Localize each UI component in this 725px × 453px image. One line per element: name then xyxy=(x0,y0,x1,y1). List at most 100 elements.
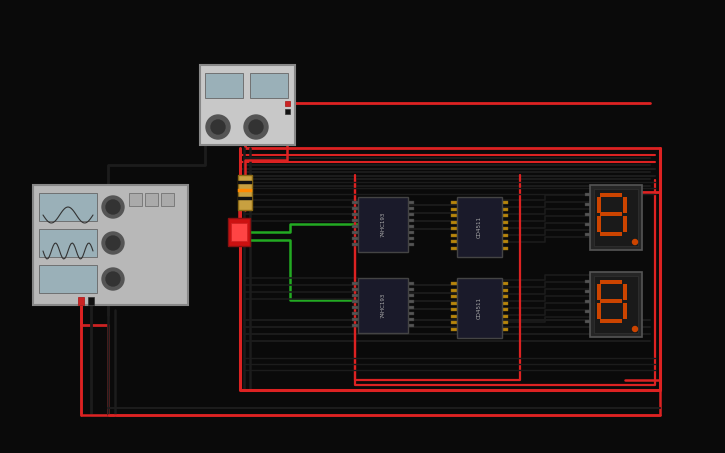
Bar xyxy=(600,319,622,323)
Bar xyxy=(594,189,638,246)
Bar xyxy=(408,318,414,321)
Bar xyxy=(585,233,590,236)
Bar xyxy=(250,73,288,98)
Bar xyxy=(238,175,252,210)
Circle shape xyxy=(249,120,263,134)
Bar xyxy=(352,219,358,222)
Bar xyxy=(502,201,508,204)
Bar xyxy=(408,213,414,216)
Circle shape xyxy=(632,327,637,332)
Bar xyxy=(33,185,188,305)
Bar xyxy=(408,225,414,228)
Bar xyxy=(502,295,508,298)
Bar xyxy=(585,223,590,226)
Bar xyxy=(408,306,414,309)
Bar xyxy=(228,218,250,246)
Bar xyxy=(451,314,457,318)
Bar xyxy=(451,207,457,211)
Bar xyxy=(451,214,457,217)
Bar xyxy=(200,65,295,145)
Bar xyxy=(352,288,358,291)
Bar xyxy=(594,276,638,333)
Bar xyxy=(352,312,358,315)
Bar xyxy=(600,280,622,284)
Bar xyxy=(205,73,243,98)
Circle shape xyxy=(102,232,124,254)
Bar xyxy=(285,109,290,114)
Bar xyxy=(623,216,627,232)
Text: CD4511: CD4511 xyxy=(476,216,481,238)
Bar xyxy=(352,306,358,309)
Bar xyxy=(408,219,414,222)
Bar xyxy=(352,237,358,240)
Bar xyxy=(451,295,457,298)
Bar xyxy=(352,282,358,285)
Bar xyxy=(352,243,358,246)
Bar xyxy=(623,197,627,213)
Bar xyxy=(451,289,457,291)
Circle shape xyxy=(211,120,225,134)
Bar xyxy=(451,302,457,304)
Circle shape xyxy=(102,196,124,218)
Circle shape xyxy=(206,115,230,139)
Bar xyxy=(585,290,590,293)
Bar xyxy=(502,308,508,311)
Bar xyxy=(352,225,358,228)
Bar xyxy=(623,284,627,300)
Bar xyxy=(597,284,601,300)
Bar xyxy=(238,189,252,192)
Bar xyxy=(600,299,622,303)
Bar xyxy=(585,213,590,216)
Bar xyxy=(285,101,290,106)
Bar xyxy=(600,193,622,197)
Bar xyxy=(600,232,622,236)
Bar xyxy=(358,278,408,333)
Bar xyxy=(352,201,358,204)
Bar xyxy=(502,207,508,211)
Bar xyxy=(502,221,508,223)
Bar xyxy=(231,223,247,241)
Bar xyxy=(78,297,84,305)
Bar xyxy=(408,243,414,246)
Circle shape xyxy=(102,268,124,290)
Bar xyxy=(129,193,142,206)
Bar xyxy=(585,310,590,313)
Bar xyxy=(238,181,252,184)
Bar xyxy=(451,282,457,285)
Bar xyxy=(451,221,457,223)
Bar xyxy=(352,213,358,216)
Bar xyxy=(585,320,590,323)
Bar xyxy=(451,201,457,204)
Bar xyxy=(39,193,97,221)
Bar xyxy=(597,303,601,319)
Bar xyxy=(623,303,627,319)
Bar xyxy=(502,328,508,331)
Bar xyxy=(451,246,457,250)
Bar xyxy=(502,314,508,318)
Bar xyxy=(238,197,252,200)
Bar xyxy=(145,193,158,206)
Bar xyxy=(352,300,358,303)
Bar xyxy=(502,227,508,230)
Bar xyxy=(352,294,358,297)
Bar xyxy=(352,207,358,210)
Bar xyxy=(502,302,508,304)
Bar xyxy=(408,201,414,204)
Bar xyxy=(585,203,590,206)
Bar xyxy=(352,324,358,327)
Bar xyxy=(39,229,97,257)
Bar xyxy=(585,193,590,196)
Bar xyxy=(451,233,457,236)
Text: 74HC193: 74HC193 xyxy=(381,292,386,318)
Bar xyxy=(451,227,457,230)
Text: 74HC193: 74HC193 xyxy=(381,211,386,236)
Circle shape xyxy=(244,115,268,139)
Circle shape xyxy=(106,200,120,214)
Bar xyxy=(352,318,358,321)
Bar xyxy=(457,278,502,338)
Circle shape xyxy=(106,272,120,286)
Bar xyxy=(408,282,414,285)
Circle shape xyxy=(632,240,637,245)
Bar xyxy=(451,240,457,243)
Bar xyxy=(408,312,414,315)
